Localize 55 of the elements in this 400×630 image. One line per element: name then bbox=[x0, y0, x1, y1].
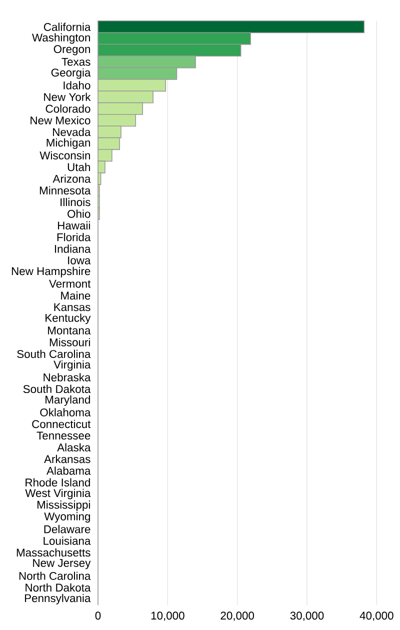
y-tick-label: Michigan bbox=[46, 138, 90, 149]
y-tick-label: Utah bbox=[68, 162, 90, 172]
y-tick-label: Texas bbox=[62, 58, 90, 66]
y-tick-label: Rhode Island bbox=[26, 478, 90, 486]
y-tick-label: Illinois bbox=[60, 198, 90, 206]
y-tick-label: South Carolina bbox=[17, 350, 91, 358]
y-tick-label: Nebraska bbox=[44, 373, 91, 382]
y-tick-label: Montana bbox=[48, 326, 91, 334]
y-tick-label: Hawaii bbox=[58, 221, 90, 230]
y-tick-label: New Jersey bbox=[33, 559, 91, 570]
y-tick-label: Maine bbox=[61, 291, 90, 300]
y-tick-label: Nevada bbox=[53, 128, 91, 136]
y-tick-label: New Hampshire bbox=[12, 266, 90, 278]
y-tick-label: Oklahoma bbox=[40, 408, 91, 416]
y-tick-label: Kentucky bbox=[46, 314, 91, 324]
y-tick-label: Vermont bbox=[49, 280, 91, 288]
y-tick-label: Pennsylvania bbox=[25, 594, 91, 604]
y-tick-label: Indiana bbox=[54, 244, 91, 253]
y-tick-label: Georgia bbox=[51, 68, 91, 79]
x-tick-label: 40,000 bbox=[360, 612, 394, 621]
y-tick-label: Washington bbox=[32, 33, 90, 44]
y-tick-label: Colorado bbox=[46, 104, 90, 113]
y-tick-label: Mississippi bbox=[37, 500, 90, 511]
y-tick-label: Arkansas bbox=[44, 454, 90, 464]
y-tick-label: Delaware bbox=[44, 524, 90, 534]
y-tick-label: Iowa bbox=[68, 256, 91, 264]
y-tick-label: Alabama bbox=[46, 466, 91, 475]
y-tick-label: Missouri bbox=[50, 338, 90, 346]
y-tick-label: Minnesota bbox=[40, 186, 91, 194]
y-tick-label: South Dakota bbox=[23, 384, 91, 394]
y-tick-label: Alaska bbox=[57, 443, 91, 452]
y-tick-label: California bbox=[44, 22, 91, 31]
y-tick-label: Ohio bbox=[68, 210, 90, 218]
x-tick-label: 0 bbox=[95, 612, 101, 620]
y-tick-label: North Carolina bbox=[19, 572, 91, 580]
y-tick-label: Idaho bbox=[64, 81, 90, 90]
y-tick-label: Wyoming bbox=[44, 512, 90, 523]
y-tick-label: New York bbox=[44, 92, 91, 102]
y-tick-label: Arizona bbox=[52, 174, 91, 183]
y-tick-label: Oregon bbox=[54, 45, 90, 56]
y-tick-label: North Dakota bbox=[26, 583, 91, 592]
y-tick-label: New Mexico bbox=[30, 116, 90, 124]
y-tick-label: Maryland bbox=[46, 395, 90, 406]
y-tick-label: West Virginia bbox=[25, 488, 91, 500]
y-tick-label: Florida bbox=[57, 232, 91, 242]
y-tick-label: Massachusetts bbox=[16, 548, 90, 557]
y-tick-label: Connecticut bbox=[32, 420, 91, 428]
x-tick-label: 20,000 bbox=[220, 612, 254, 621]
y-tick-label: Virginia bbox=[54, 360, 91, 371]
y-tick-label: Louisiana bbox=[44, 536, 91, 545]
x-tick-label: 10,000 bbox=[151, 612, 184, 621]
y-tick-label: Tennessee bbox=[36, 432, 90, 440]
y-tick-label: Kansas bbox=[54, 303, 90, 312]
y-tick-label: Wisconsin bbox=[40, 151, 90, 160]
x-tick-label: 30,000 bbox=[290, 612, 324, 621]
